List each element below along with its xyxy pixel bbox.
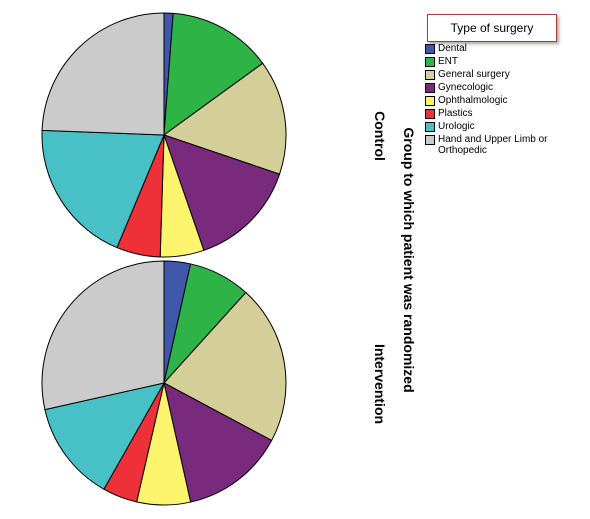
legend-label-general-surgery: General surgery (438, 69, 510, 80)
legend-label-hand-upper-limb-orthopedic: Hand and Upper Limb or Orthopedic (438, 134, 548, 156)
pie-slice-intervention-urologic (44, 382, 165, 490)
legend-title: Type of surgery (427, 14, 557, 42)
legend-item-urologic: Urologic (425, 121, 585, 132)
legend-item-plastics: Plastics (425, 108, 585, 119)
legend-label-plastics: Plastics (438, 108, 473, 119)
legend-item-dental: Dental (425, 43, 585, 54)
legend-item-gynecologic: Gynecologic (425, 82, 585, 93)
legend-swatch-ent (425, 57, 435, 67)
pie-slice-control-gynecologic (163, 134, 281, 251)
legend-swatch-ophthalmologic (425, 96, 435, 106)
pie-intervention (41, 260, 287, 506)
legend-label-dental: Dental (438, 43, 467, 54)
legend-label-gynecologic: Gynecologic (438, 82, 494, 93)
pie-slice-intervention-general-surgery (163, 291, 287, 442)
legend-swatch-dental (425, 44, 435, 54)
legend-label-ophthalmologic: Ophthalmologic (438, 95, 508, 106)
pie-slice-control-general-surgery (162, 62, 287, 175)
legend-title-text: Type of surgery (450, 21, 534, 35)
legend-swatch-gynecologic (425, 83, 435, 93)
legend: Dental ENT General surgery Gynecologic O… (425, 43, 585, 158)
legend-swatch-plastics (425, 109, 435, 119)
pie-slice-control-ent (163, 12, 264, 137)
group-title: Group to which patient was randomized (401, 127, 417, 392)
legend-swatch-urologic (425, 122, 435, 132)
legend-item-ophthalmologic: Ophthalmologic (425, 95, 585, 106)
legend-swatch-general-surgery (425, 70, 435, 80)
pie-slice-control-urologic (41, 129, 165, 249)
pie-slice-intervention-hand-and-upper-limb-or-orthopedic (41, 260, 165, 411)
legend-label-urologic: Urologic (438, 121, 475, 132)
panel-label-control: Control (372, 111, 388, 161)
pie-slice-intervention-gynecologic (163, 382, 273, 503)
legend-item-hand-upper-limb-orthopedic: Hand and Upper Limb or Orthopedic (425, 134, 585, 156)
legend-item-ent: ENT (425, 56, 585, 67)
legend-item-general-surgery: General surgery (425, 69, 585, 80)
legend-label-ent: ENT (438, 56, 458, 67)
pie-control (41, 12, 287, 258)
pie-slice-control-hand-and-upper-limb-or-orthopedic (41, 12, 165, 136)
panel-label-intervention: Intervention (372, 344, 388, 424)
legend-swatch-hand-upper-limb-orthopedic (425, 135, 435, 145)
